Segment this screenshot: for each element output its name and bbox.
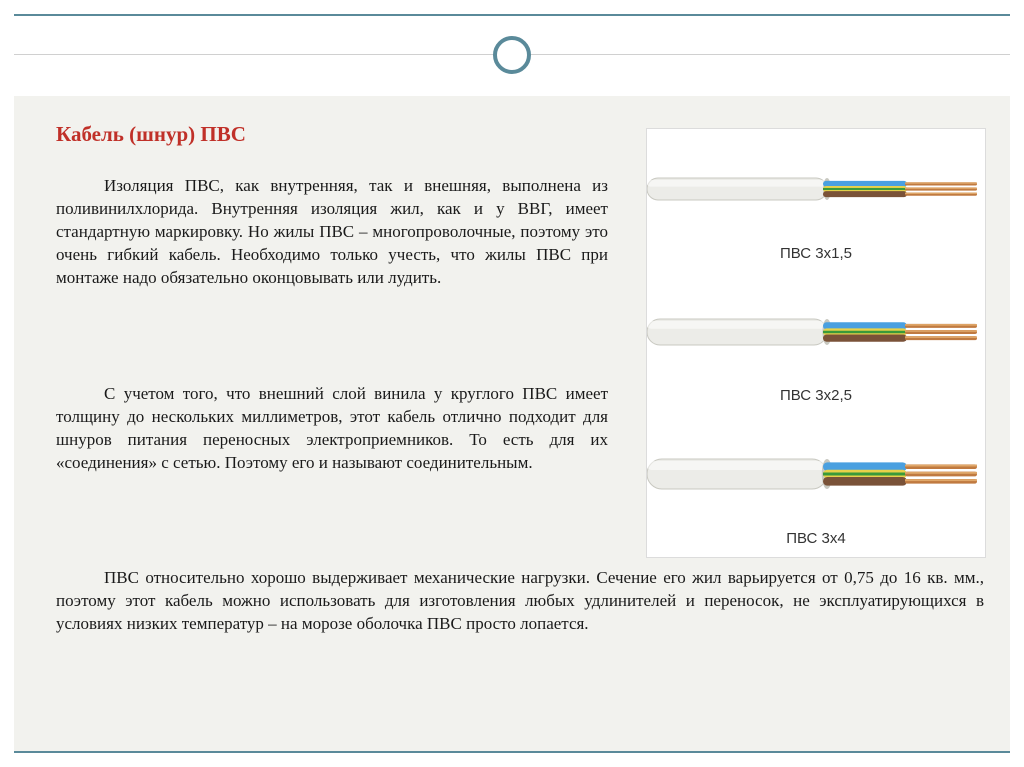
bottom-border-line <box>14 751 1010 753</box>
cable-row-1: ПВС 3x2,5 <box>647 272 985 415</box>
cable-illustration-panel: ПВС 3x1,5 ПВС 3x2,5 ПВС 3x4 <box>646 128 986 558</box>
page-title: Кабель (шнур) ПВС <box>56 122 246 147</box>
paragraph-2-text: С учетом того, что внешний слой винила у… <box>56 384 608 472</box>
cable-icon <box>647 143 987 235</box>
paragraph-2: С учетом того, что внешний слой винила у… <box>56 382 608 474</box>
cable-row-0: ПВС 3x1,5 <box>647 129 985 272</box>
paragraph-1-text: Изоляция ПВС, как внутренняя, так и внеш… <box>56 176 608 287</box>
cable-label: ПВС 3x1,5 <box>647 245 985 262</box>
cable-row-2: ПВС 3x4 <box>647 414 985 557</box>
paragraph-3: ПВС относительно хорошо выдерживает меха… <box>56 566 984 635</box>
cable-icon <box>647 286 987 378</box>
cable-label: ПВС 3x4 <box>647 530 985 547</box>
cable-label: ПВС 3x2,5 <box>647 387 985 404</box>
top-border-line <box>14 14 1010 16</box>
ring-ornament-icon <box>493 36 531 74</box>
paragraph-1: Изоляция ПВС, как внутренняя, так и внеш… <box>56 174 608 290</box>
paragraph-3-text: ПВС относительно хорошо выдерживает меха… <box>56 568 984 633</box>
cable-icon <box>647 428 987 520</box>
